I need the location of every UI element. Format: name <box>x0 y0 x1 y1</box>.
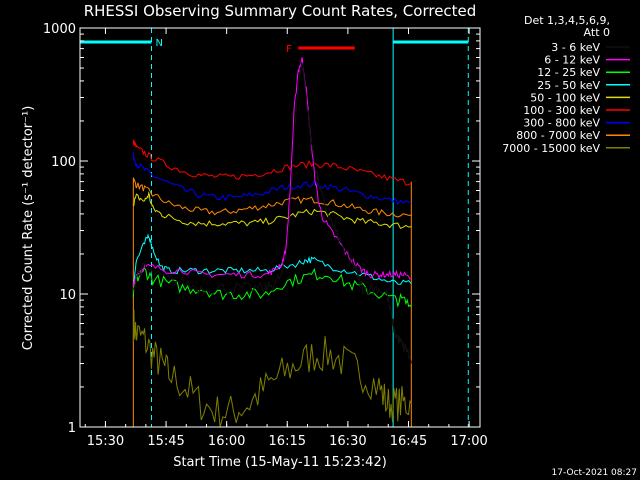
series-line-0 <box>132 62 412 364</box>
legend-label-2: 12 - 25 keV <box>537 66 600 79</box>
legend-label-8: 7000 - 15000 keV <box>502 142 600 155</box>
legend-header-1: Att 0 <box>584 26 610 39</box>
series-line-4 <box>133 191 412 230</box>
timestamp: 17-Oct-2021 08:27 <box>552 468 637 478</box>
legend-label-4: 50 - 100 keV <box>530 91 600 104</box>
legend-label-7: 800 - 7000 keV <box>516 129 600 142</box>
axes-layer <box>79 27 481 428</box>
x-tick-label-1: 15:45 <box>147 434 184 449</box>
legend-label-5: 100 - 300 keV <box>523 104 600 117</box>
series-line-8 <box>132 309 412 428</box>
legend-label-6: 300 - 800 keV <box>523 117 600 130</box>
x-tick-label-0: 15:30 <box>87 434 124 449</box>
series-line-5 <box>132 139 412 186</box>
legend-label-1: 6 - 12 keV <box>544 54 600 67</box>
x-tick-label-3: 16:15 <box>269 434 306 449</box>
x-axis-label: Start Time (15-May-11 15:23:42) <box>173 455 387 470</box>
plot-frame <box>79 27 481 428</box>
series-line-3 <box>132 233 412 285</box>
chart-title: RHESSI Observing Summary Count Rates, Co… <box>84 2 477 20</box>
x-tick-label-4: 16:30 <box>329 434 366 449</box>
x-tick-label-5: 16:45 <box>390 434 427 449</box>
series-line-6 <box>132 152 412 206</box>
series-line-1 <box>132 57 412 287</box>
x-tick-label-6: 17:00 <box>450 434 487 449</box>
legend-header-0: Det 1,3,4,5,6,9, <box>524 14 610 27</box>
series-line-7 <box>132 177 412 218</box>
y-tick-label-3: 1000 <box>43 22 76 37</box>
plot-annotations: NF <box>79 28 469 427</box>
ticks-layer: 15:30 15:45 16:00 16:15 16:30 16:45 17:00 1 10 10… <box>43 22 488 449</box>
x-tick-label-2: 16:00 <box>208 434 245 449</box>
y-tick-label-2: 100 <box>51 155 76 170</box>
y-tick-label-0: 1 <box>68 421 76 436</box>
flare-label: F <box>286 44 292 55</box>
y-axis-label: Corrected Count Rate (s⁻¹ detector⁻¹) <box>21 106 36 351</box>
y-tick-label-1: 10 <box>59 288 76 303</box>
series-layer <box>132 57 412 428</box>
legend-label-0: 3 - 6 keV <box>551 41 600 54</box>
legend-label-3: 25 - 50 keV <box>537 79 600 92</box>
night-label: N <box>156 38 163 49</box>
